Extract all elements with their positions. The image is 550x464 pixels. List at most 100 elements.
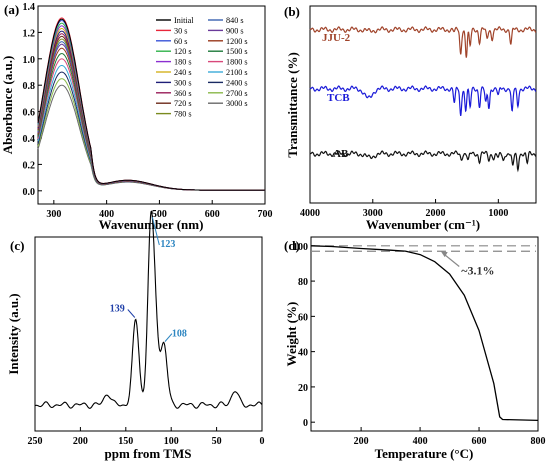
- x-tick-label: 100: [164, 436, 179, 447]
- legend-entry: 120 s: [174, 47, 192, 56]
- peak-label: 108: [172, 329, 187, 340]
- y-tick-label: 0.2: [23, 160, 36, 171]
- annotation-arrow: [151, 217, 160, 246]
- x-tick-label: 2000: [426, 208, 446, 219]
- y-tick-label: 1.0: [23, 55, 36, 66]
- x-tick-label: 200: [354, 436, 369, 447]
- x-tick-label: 4000: [300, 208, 320, 219]
- legend-entry: 300 s: [174, 78, 192, 87]
- y-tick-label: 100: [293, 242, 308, 253]
- legend-entry: 1800 s: [226, 58, 248, 67]
- x-tick-label: 600: [472, 436, 487, 447]
- legend-entry: 2100 s: [226, 68, 248, 77]
- y-tick-label: 40: [298, 348, 308, 359]
- spectrum-line: [34, 210, 263, 409]
- legend-entry: 720 s: [174, 99, 192, 108]
- panel-d: (d) 0 20 40 60 80 100 200 400 600 800 ~3.1% Temp…: [284, 236, 546, 461]
- series-line: [37, 18, 265, 191]
- y-tick-label: 80: [298, 277, 308, 288]
- peak-label: 139: [110, 304, 125, 315]
- legend-entry: 780 s: [174, 110, 192, 119]
- peak-label: 123: [160, 239, 175, 250]
- panel-c-x-ticks: 250 200 150 100 50 0: [28, 427, 265, 447]
- panel-c-xlabel: ppm from TMS: [105, 446, 192, 461]
- panel-b-series-labels: JJU-2 TCB AB: [322, 32, 351, 160]
- panel-d-ylabel: Weight (%): [284, 302, 299, 367]
- annotation-label: ~3.1%: [461, 264, 494, 278]
- panel-a: (a) 0.0 0.2 0.4 0.6 0.8 1.0 1.2 1.4 300 400 500 60…: [0, 2, 273, 232]
- panel-a-xlabel: Wavenumber (nm): [99, 217, 204, 232]
- annotation-arrow: [164, 333, 173, 342]
- series-label: JJU-2: [322, 32, 351, 44]
- panel-c-label: (c): [10, 238, 24, 253]
- y-tick-label: 60: [298, 312, 308, 323]
- x-tick-label: 400: [413, 436, 428, 447]
- x-tick-label: 600: [205, 209, 220, 220]
- x-tick-label: 1000: [488, 208, 508, 219]
- legend-entry: 30 s: [174, 26, 187, 35]
- y-tick-label: 0.0: [23, 187, 36, 198]
- x-tick-label: 500: [152, 209, 167, 220]
- legend-entry: 900 s: [226, 26, 244, 35]
- panel-b-label: (b): [284, 4, 300, 19]
- legend-entry: Initial: [174, 16, 194, 25]
- legend-entry: 840 s: [226, 16, 244, 25]
- x-tick-label: 0: [260, 436, 265, 447]
- series-label: TCB: [327, 92, 350, 104]
- legend-entry: 3000 s: [226, 99, 248, 108]
- x-tick-label: 50: [212, 436, 222, 447]
- x-tick-label: 700: [258, 209, 273, 220]
- panel-d-reference-lines: [311, 245, 536, 252]
- y-tick-label: 0: [303, 418, 308, 429]
- panel-d-annotation: ~3.1%: [440, 251, 494, 278]
- x-tick-label: 400: [99, 209, 114, 220]
- panel-c-annotations: 139 123 108: [110, 217, 187, 342]
- panel-c-frame: [34, 236, 263, 432]
- legend-entry: 180 s: [174, 58, 192, 67]
- y-tick-label: 20: [298, 383, 308, 394]
- y-tick-label: 0.6: [23, 108, 36, 119]
- x-tick-label: 300: [46, 209, 61, 220]
- panel-b-x-ticks: 4000 3000 2000 1000: [300, 199, 508, 219]
- series-label: AB: [333, 148, 349, 160]
- legend-entry: 360 s: [174, 89, 192, 98]
- panel-d-frame: [310, 236, 539, 432]
- annotation-arrow: [127, 309, 136, 318]
- panel-a-y-ticks: 0.0 0.2 0.4 0.6 0.8 1.0 1.2 1.4: [23, 2, 42, 198]
- legend-entry: 1500 s: [226, 47, 248, 56]
- weight-curve: [310, 245, 539, 422]
- legend-entry: 2700 s: [226, 89, 248, 98]
- legend-entry: 2400 s: [226, 78, 248, 87]
- panel-a-x-ticks: 300 400 500 600 700: [46, 200, 273, 220]
- panel-b: (b) 4000 3000 2000 1000 JJU-2 TCB AB Wavenumb…: [284, 4, 537, 232]
- y-tick-label: 1.2: [23, 28, 36, 39]
- x-tick-label: 200: [73, 436, 88, 447]
- panel-d-x-ticks: 200 400 600 800: [354, 427, 546, 447]
- panel-a-curves: [37, 17, 265, 191]
- x-tick-label: 250: [28, 436, 43, 447]
- y-tick-label: 0.8: [23, 81, 36, 92]
- legend-entry: 240 s: [174, 68, 192, 77]
- x-tick-label: 3000: [363, 208, 383, 219]
- x-tick-label: 150: [118, 436, 133, 447]
- panel-b-frame: [309, 5, 537, 204]
- panel-d-xlabel: Temperature (°C): [375, 446, 474, 461]
- panel-b-curves: [309, 26, 537, 173]
- annotation-arrowhead: [440, 251, 448, 258]
- panel-a-label: (a): [4, 2, 19, 17]
- panel-a-ylabel: Absorbance (a.u.): [0, 56, 15, 155]
- panel-b-ylabel: Transmittance (%): [285, 52, 300, 158]
- series-line: [309, 150, 537, 173]
- series-line: [309, 26, 537, 58]
- panel-c-ylabel: Intensity (a.u.): [6, 293, 21, 374]
- legend-entry: 1200 s: [226, 37, 248, 46]
- y-tick-label: 1.4: [23, 2, 36, 13]
- panel-c-curve: [34, 210, 263, 409]
- legend-entry: 60 s: [174, 37, 187, 46]
- panel-b-xlabel: Wavenumber (cm⁻¹): [366, 217, 480, 232]
- panel-d-label: (d): [284, 238, 300, 253]
- panel-d-curve: [310, 245, 539, 422]
